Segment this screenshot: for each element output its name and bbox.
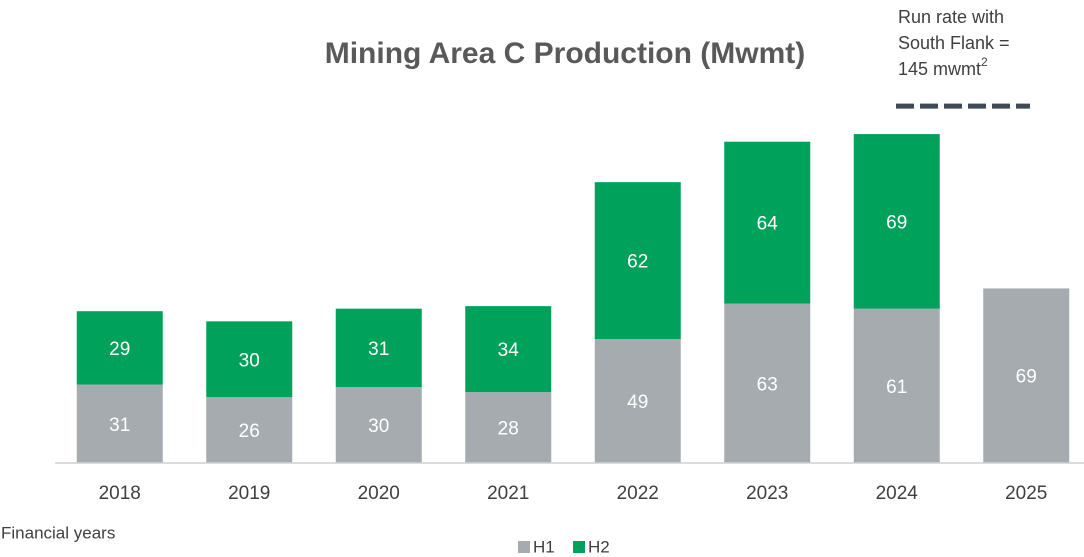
bar-segment [594,182,681,340]
x-tick-label: 2020 [358,483,400,504]
bar-segment [465,306,552,393]
annotation-text: Run rate with [898,7,1004,27]
bar-segment [206,321,293,398]
data-label: 69 [886,212,907,233]
data-label: 49 [627,392,648,413]
data-label: 31 [368,339,389,360]
legend-swatch [518,541,530,553]
chart-title: Mining Area C Production (Mwmt) [325,37,806,70]
data-label: 30 [239,350,260,371]
data-label: 30 [368,416,389,437]
x-tick-label: 2023 [746,483,788,504]
bar-segment [853,308,940,463]
x-tick-label: 2024 [876,483,919,504]
bar-segment [206,397,293,463]
data-label: 64 [757,214,779,235]
legend-swatch [573,541,585,553]
x-tick-label: 2021 [487,483,529,504]
bar-segment [335,387,422,463]
annotation-line: South Flank = [898,33,1010,53]
annotation-superscript: 2 [981,55,988,69]
data-label: 26 [239,421,260,442]
bar-segment [594,339,681,463]
data-label: 63 [757,374,778,395]
x-tick-label: 2019 [228,483,270,504]
data-label: 34 [498,340,520,361]
x-tick-label: 2022 [617,483,659,504]
bar-segment [983,288,1070,463]
data-label: 69 [1016,367,1037,388]
bar-segment [724,303,811,463]
bar-segment [76,311,163,385]
annotation-line: 145 mwmt [898,59,981,79]
data-label: 31 [109,415,130,436]
data-label: 61 [886,377,907,398]
data-label: 62 [627,252,648,273]
x-tick-label: 2025 [1005,483,1047,504]
legend-label: H1 [533,537,555,556]
bar-segment [724,141,811,304]
x-tick-label: 2018 [99,483,141,504]
bar-segment [853,134,940,309]
annotation-text: South Flank = [898,33,1010,53]
data-label: 28 [498,419,519,440]
x-axis-label: Financial years [1,523,115,542]
bar-segment [465,392,552,463]
annotation-text: 145 mwmt2 [898,55,988,79]
annotation-line: Run rate with [898,7,1004,27]
bar-segment [335,308,422,388]
legend-label: H2 [588,537,610,556]
bar-segment [76,384,163,463]
data-label: 29 [109,339,130,360]
